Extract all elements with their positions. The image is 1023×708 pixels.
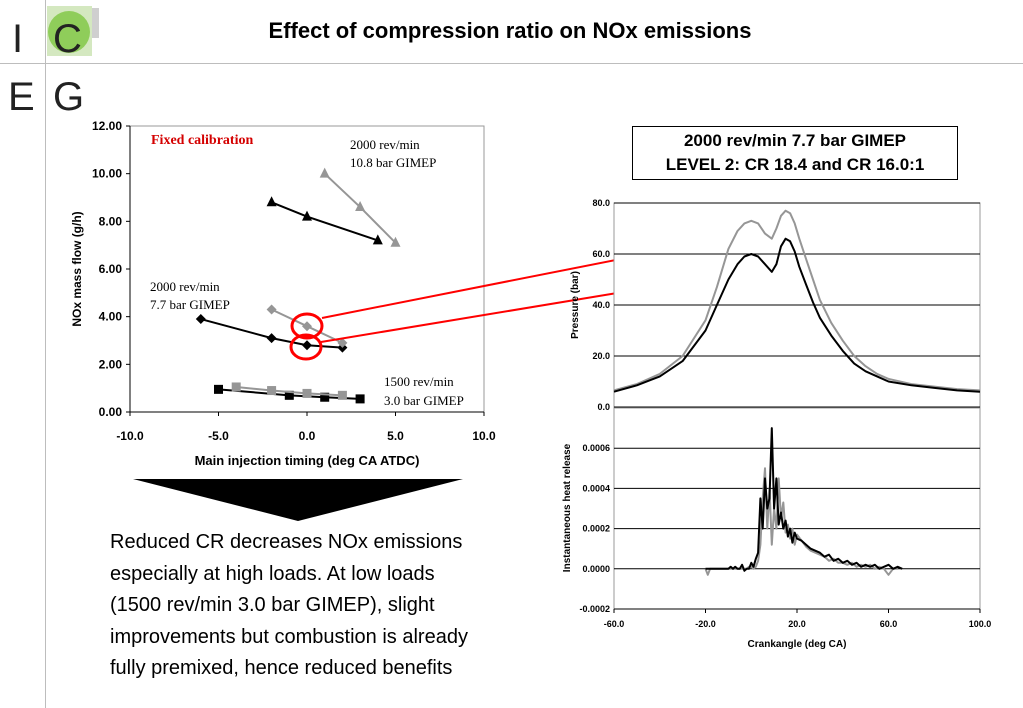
page-title: Effect of compression ratio on NOx emiss… xyxy=(268,18,752,43)
nox-point-triangle xyxy=(266,196,277,207)
nox-y-tick-label: 6.00 xyxy=(99,262,123,276)
nox-point-triangle xyxy=(319,167,330,178)
nox-y-tick-label: 8.00 xyxy=(99,214,123,228)
nox-xlabel: Main injection timing (deg CA ATDC) xyxy=(195,453,420,468)
heat-release-chart: -0.0002 0.0000 0.0002 0.0004 0.0006 -60.0 -20.… xyxy=(562,407,992,650)
pressure-y-tick-label: 40.0 xyxy=(592,300,610,310)
highlight-circle-upper xyxy=(290,312,324,340)
logo-letter-e: E xyxy=(8,75,35,119)
nox-point-diamond xyxy=(337,337,348,348)
nox-x-tick-label: 0.0 xyxy=(299,429,316,443)
nox-point-square xyxy=(231,382,241,392)
nox-point-diamond xyxy=(266,333,277,344)
nox-point-diamond xyxy=(302,321,312,332)
pressure-series-line xyxy=(613,237,981,393)
nox-point-square xyxy=(214,384,223,394)
heat-series-line xyxy=(705,427,903,572)
annotation-high-load-line1: 2000 rev/min xyxy=(350,137,420,152)
heat-ylabel: Instantaneous heat release xyxy=(562,443,573,572)
heat-y-tick-label: 0.0000 xyxy=(582,564,610,574)
conclusion-line: (1500 rev/min 3.0 bar GIMEP), slight xyxy=(110,594,435,616)
nox-point-triangle xyxy=(390,236,401,247)
nox-y-tick-label: 10.00 xyxy=(92,167,122,181)
annotation-mid-load-line1: 2000 rev/min xyxy=(150,279,220,294)
pressure-y-tick-label: 60.0 xyxy=(592,249,610,259)
down-triangle xyxy=(133,479,463,521)
heat-x-tick-label: 60.0 xyxy=(880,619,898,629)
conclusion-line: improvements but combustion is already xyxy=(110,625,468,648)
nox-y-tick-label: 4.00 xyxy=(99,310,123,324)
annotation-low-load-line2: 3.0 bar GIMEP xyxy=(384,393,464,408)
conclusion-line: especially at high loads. At low loads xyxy=(110,562,435,585)
annotation-mid-load-line2: 7.7 bar GIMEP xyxy=(150,297,230,312)
heat-y-tick-label: 0.0004 xyxy=(582,483,610,493)
heat-plot-area xyxy=(613,407,981,610)
nox-series-line xyxy=(236,385,343,397)
heat-x-tick-label: -60.0 xyxy=(604,619,625,629)
logo-letter-g: G xyxy=(53,75,84,119)
pressure-y-tick-label: 80.0 xyxy=(592,198,610,208)
conclusion-line: fully premixed, hence reduced benefits xyxy=(110,657,453,679)
heat-y-tick-label: 0.0002 xyxy=(582,524,610,534)
heat-x-tick-label: -20.0 xyxy=(695,619,716,629)
pressure-chart: 0.0 20.0 40.0 60.0 80.0 Pressure (bar) xyxy=(570,198,981,412)
annotation-fixed-calibration: Fixed calibration xyxy=(151,133,253,148)
nox-point-square xyxy=(337,390,347,400)
nox-point-diamond xyxy=(266,304,277,315)
pressure-y-tick-label: 0.0 xyxy=(597,402,610,412)
logo-letter-c: C xyxy=(53,17,82,61)
heat-xlabel: Crankangle (deg CA) xyxy=(748,639,847,650)
heat-y-tick-label: 0.0006 xyxy=(582,443,610,453)
nox-point-triangle xyxy=(355,201,366,212)
condition-title-line1: 2000 rev/min 7.7 bar GIMEP xyxy=(683,131,907,150)
nox-chart: 0.00 2.00 4.00 6.00 8.00 10.00 12.00 -10.0 -5.0 0… xyxy=(70,119,496,468)
logo-letter-i: I xyxy=(12,17,23,61)
conclusion-line: Reduced CR decreases NOx emissions xyxy=(110,531,463,553)
nox-x-tick-label: -5.0 xyxy=(208,429,229,443)
nox-point-diamond xyxy=(195,314,206,325)
nox-point-triangle xyxy=(302,210,312,221)
header-divider xyxy=(0,63,1023,64)
nox-point-square xyxy=(267,386,277,396)
nox-plot-area xyxy=(129,125,485,413)
nox-point-square xyxy=(284,390,294,400)
annotation-high-load-line2: 10.8 bar GIMEP xyxy=(350,155,436,170)
heat-y-tick-label: -0.0002 xyxy=(579,604,610,614)
nox-point-diamond xyxy=(302,340,312,351)
pressure-y-tick-label: 20.0 xyxy=(592,351,610,361)
nox-point-square xyxy=(320,392,330,402)
pressure-series-line xyxy=(613,209,981,392)
nox-y-tick-label: 0.00 xyxy=(99,405,123,419)
nox-ylabel: NOx mass flow (g/h) xyxy=(70,211,84,326)
nox-y-tick-label: 12.00 xyxy=(92,119,122,133)
annotation-low-load-line1: 1500 rev/min xyxy=(384,374,454,389)
nox-point-square xyxy=(302,388,312,398)
heat-x-tick-label: 100.0 xyxy=(969,619,992,629)
nox-x-tick-label: 5.0 xyxy=(387,429,404,443)
nox-x-tick-label: -10.0 xyxy=(116,429,144,443)
left-divider xyxy=(45,0,46,708)
pressure-ylabel: Pressure (bar) xyxy=(570,271,581,339)
heat-x-tick-label: 20.0 xyxy=(788,619,806,629)
nox-point-triangle xyxy=(372,234,383,245)
condition-title-line2: LEVEL 2: CR 18.4 and CR 16.0:1 xyxy=(665,155,925,174)
conclusion-text: Reduced CR decreases NOx emissions espec… xyxy=(110,527,550,685)
nox-point-square xyxy=(355,394,365,404)
condition-title-box: 2000 rev/min 7.7 bar GIMEP LEVEL 2: CR 1… xyxy=(632,126,958,180)
nox-series-line xyxy=(200,318,343,349)
nox-x-tick-label: 10.0 xyxy=(472,429,496,443)
iceg-logo: I C E G xyxy=(0,0,100,125)
highlight-circle-lower xyxy=(289,333,323,361)
nox-y-tick-label: 2.00 xyxy=(99,357,123,371)
